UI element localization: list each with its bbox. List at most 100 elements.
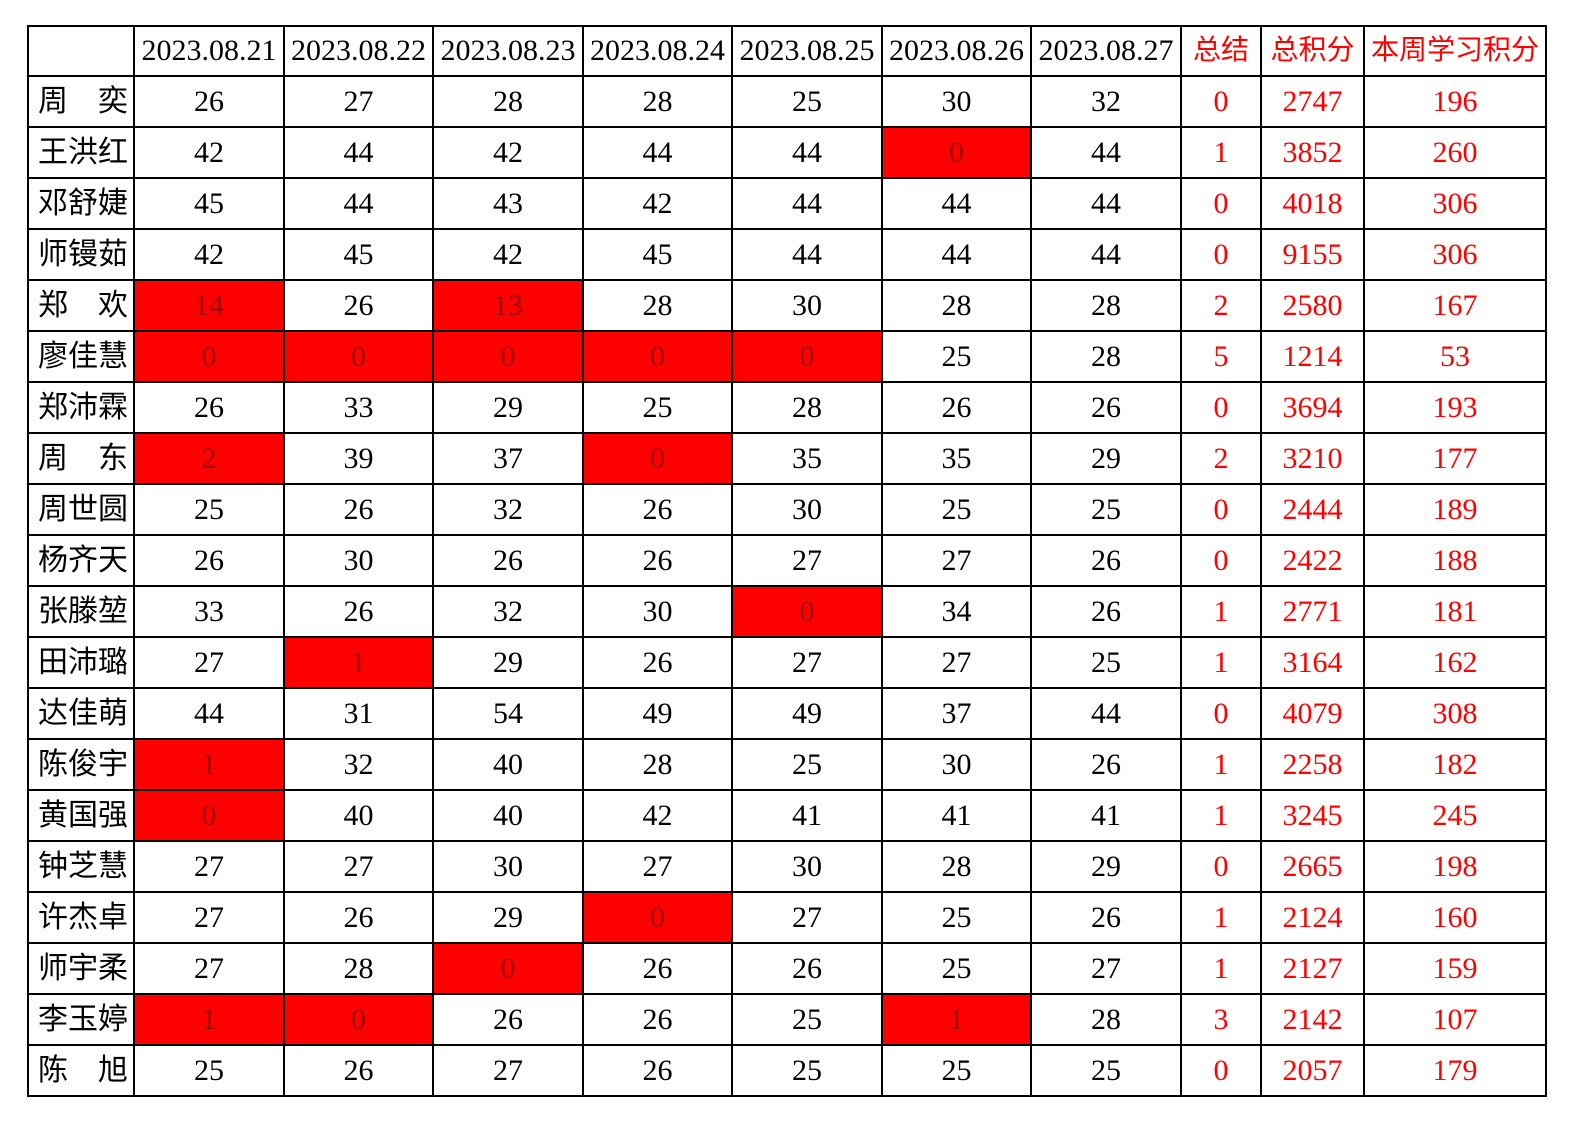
daily-score-cell[interactable]: 44 [1030,126,1182,179]
total-points-cell[interactable]: 2747 [1260,75,1365,128]
daily-score-cell[interactable]: 44 [731,177,883,230]
total-points-cell[interactable]: 3852 [1260,126,1365,179]
daily-score-cell[interactable]: 26 [582,534,733,587]
date-column-header[interactable]: 2023.08.23 [432,25,584,77]
total-points-cell[interactable]: 3210 [1260,432,1365,485]
daily-score-cell[interactable]: 30 [731,279,883,332]
summary-header[interactable]: 总结 [1180,25,1262,77]
daily-score-cell[interactable]: 32 [1030,75,1182,128]
total-points-header[interactable]: 总积分 [1260,25,1365,77]
student-name-cell[interactable]: 陈俊宇 [27,738,135,791]
daily-score-cell[interactable]: 44 [1030,228,1182,281]
daily-score-cell[interactable]: 28 [582,75,733,128]
date-column-header[interactable]: 2023.08.21 [133,25,285,77]
daily-score-cell[interactable]: 26 [133,381,285,434]
daily-score-cell[interactable]: 32 [432,585,584,638]
total-points-cell[interactable]: 2258 [1260,738,1365,791]
summary-count-cell[interactable]: 1 [1180,636,1262,689]
total-points-cell[interactable]: 3164 [1260,636,1365,689]
daily-score-cell[interactable]: 27 [582,840,733,893]
daily-score-cell[interactable]: 13 [432,279,584,332]
daily-score-cell[interactable]: 29 [1030,432,1182,485]
daily-score-cell[interactable]: 25 [731,738,883,791]
daily-score-cell[interactable]: 44 [283,177,434,230]
daily-score-cell[interactable]: 44 [881,228,1032,281]
daily-score-cell[interactable]: 49 [731,687,883,740]
total-points-cell[interactable]: 2142 [1260,993,1365,1046]
daily-score-cell[interactable]: 1 [133,738,285,791]
daily-score-cell[interactable]: 26 [582,993,733,1046]
total-points-cell[interactable]: 2665 [1260,840,1365,893]
daily-score-cell[interactable]: 40 [283,789,434,842]
summary-count-cell[interactable]: 1 [1180,789,1262,842]
daily-score-cell[interactable]: 25 [133,1044,285,1097]
daily-score-cell[interactable]: 28 [1030,330,1182,383]
week-study-points-cell[interactable]: 245 [1363,789,1547,842]
student-name-cell[interactable]: 许杰卓 [27,891,135,944]
daily-score-cell[interactable]: 44 [881,177,1032,230]
daily-score-cell[interactable]: 44 [1030,177,1182,230]
daily-score-cell[interactable]: 0 [582,330,733,383]
daily-score-cell[interactable]: 26 [283,279,434,332]
daily-score-cell[interactable]: 26 [283,1044,434,1097]
daily-score-cell[interactable]: 26 [1030,891,1182,944]
daily-score-cell[interactable]: 26 [283,585,434,638]
daily-score-cell[interactable]: 25 [1030,1044,1182,1097]
daily-score-cell[interactable]: 43 [432,177,584,230]
week-study-points-cell[interactable]: 193 [1363,381,1547,434]
daily-score-cell[interactable]: 41 [881,789,1032,842]
daily-score-cell[interactable]: 30 [283,534,434,587]
daily-score-cell[interactable]: 42 [133,126,285,179]
summary-count-cell[interactable]: 1 [1180,891,1262,944]
total-points-cell[interactable]: 2422 [1260,534,1365,587]
week-study-points-header[interactable]: 本周学习积分 [1363,25,1547,77]
daily-score-cell[interactable]: 25 [881,330,1032,383]
daily-score-cell[interactable]: 25 [1030,636,1182,689]
daily-score-cell[interactable]: 27 [283,840,434,893]
daily-score-cell[interactable]: 54 [432,687,584,740]
daily-score-cell[interactable]: 0 [731,330,883,383]
student-name-cell[interactable]: 周世圆 [27,483,135,536]
daily-score-cell[interactable]: 32 [432,483,584,536]
daily-score-cell[interactable]: 30 [432,840,584,893]
daily-score-cell[interactable]: 28 [283,942,434,995]
daily-score-cell[interactable]: 26 [1030,381,1182,434]
student-name-cell[interactable]: 达佳萌 [27,687,135,740]
corner-cell[interactable] [27,25,135,77]
total-points-cell[interactable]: 3245 [1260,789,1365,842]
daily-score-cell[interactable]: 25 [881,942,1032,995]
daily-score-cell[interactable]: 27 [133,891,285,944]
week-study-points-cell[interactable]: 53 [1363,330,1547,383]
summary-count-cell[interactable]: 0 [1180,177,1262,230]
daily-score-cell[interactable]: 41 [731,789,883,842]
daily-score-cell[interactable]: 29 [432,381,584,434]
week-study-points-cell[interactable]: 260 [1363,126,1547,179]
date-column-header[interactable]: 2023.08.26 [881,25,1032,77]
summary-count-cell[interactable]: 0 [1180,534,1262,587]
summary-count-cell[interactable]: 0 [1180,228,1262,281]
week-study-points-cell[interactable]: 159 [1363,942,1547,995]
daily-score-cell[interactable]: 28 [582,279,733,332]
total-points-cell[interactable]: 2444 [1260,483,1365,536]
summary-count-cell[interactable]: 1 [1180,585,1262,638]
summary-count-cell[interactable]: 1 [1180,126,1262,179]
daily-score-cell[interactable]: 30 [582,585,733,638]
daily-score-cell[interactable]: 25 [731,75,883,128]
daily-score-cell[interactable]: 45 [133,177,285,230]
daily-score-cell[interactable]: 28 [881,279,1032,332]
daily-score-cell[interactable]: 35 [881,432,1032,485]
daily-score-cell[interactable]: 45 [582,228,733,281]
daily-score-cell[interactable]: 45 [283,228,434,281]
week-study-points-cell[interactable]: 189 [1363,483,1547,536]
student-name-cell[interactable]: 钟芝慧 [27,840,135,893]
daily-score-cell[interactable]: 33 [283,381,434,434]
daily-score-cell[interactable]: 33 [133,585,285,638]
daily-score-cell[interactable]: 35 [731,432,883,485]
student-name-cell[interactable]: 李玉婷 [27,993,135,1046]
daily-score-cell[interactable]: 27 [731,534,883,587]
daily-score-cell[interactable]: 44 [731,228,883,281]
daily-score-cell[interactable]: 28 [731,381,883,434]
student-name-cell[interactable]: 周 东 [27,432,135,485]
week-study-points-cell[interactable]: 167 [1363,279,1547,332]
date-column-header[interactable]: 2023.08.24 [582,25,733,77]
